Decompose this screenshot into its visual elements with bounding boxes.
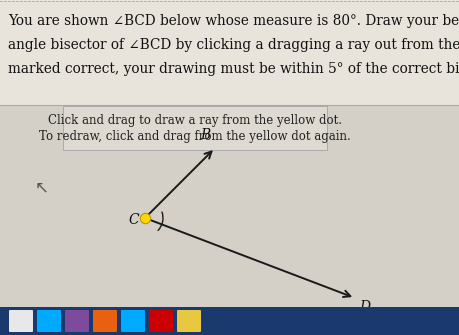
Text: D: D [358,300,369,314]
Text: ↖: ↖ [35,178,49,196]
FancyBboxPatch shape [0,105,459,335]
Text: To redraw, click and drag from the yellow dot again.: To redraw, click and drag from the yello… [39,130,350,143]
FancyBboxPatch shape [177,310,201,332]
Text: marked correct, your drawing must be within 5° of the correct bisector.: marked correct, your drawing must be wit… [8,62,459,76]
FancyBboxPatch shape [63,106,326,150]
FancyBboxPatch shape [65,310,89,332]
Text: B: B [199,128,210,142]
Text: You are shown ∠BCD below whose measure is 80°. Draw your best estimate of an: You are shown ∠BCD below whose measure i… [8,14,459,28]
Text: Click and drag to draw a ray from the yellow dot.: Click and drag to draw a ray from the ye… [48,114,341,127]
Text: angle bisector of ∠BCD by clicking a dragging a ray out from the vertex at C. To: angle bisector of ∠BCD by clicking a dra… [8,38,459,52]
FancyBboxPatch shape [149,310,173,332]
FancyBboxPatch shape [121,310,145,332]
Text: C: C [128,213,139,227]
FancyBboxPatch shape [9,310,33,332]
Point [141,215,148,221]
FancyBboxPatch shape [0,0,459,105]
FancyBboxPatch shape [0,307,459,335]
FancyBboxPatch shape [37,310,61,332]
FancyBboxPatch shape [93,310,117,332]
